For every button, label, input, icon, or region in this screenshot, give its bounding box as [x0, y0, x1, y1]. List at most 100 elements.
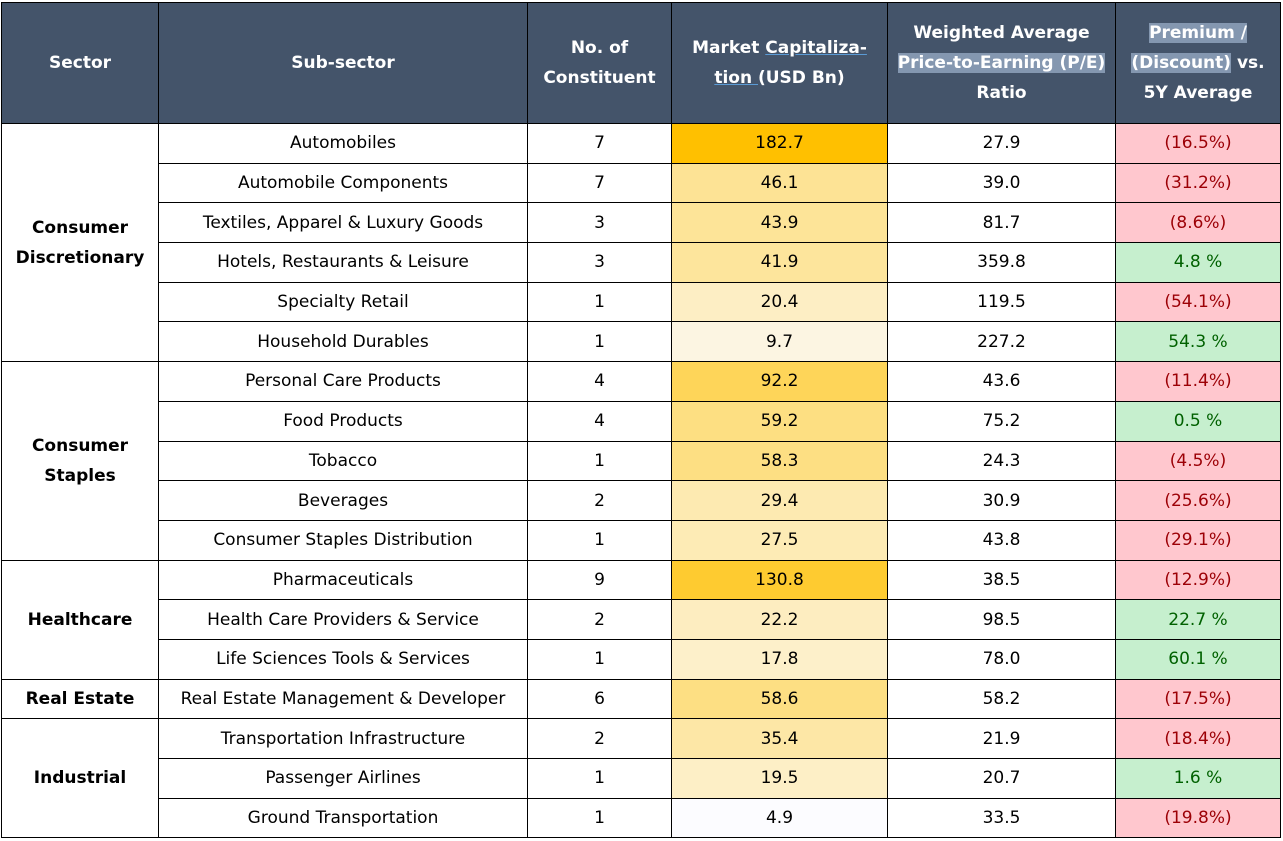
premium-cell: (25.6%): [1115, 480, 1281, 521]
constituents-cell: 1: [527, 638, 672, 680]
header-premium-line1: Premium /: [1117, 18, 1280, 48]
market-cap-cell: 41.9: [671, 242, 888, 283]
pe-ratio-cell: 43.6: [887, 361, 1116, 402]
subsector-cell: Automobile Components: [158, 162, 528, 204]
constituents-cell: 4: [527, 361, 672, 402]
constituents-cell: 7: [527, 162, 672, 204]
subsector-cell: Food Products: [158, 400, 528, 442]
header-premium-line2: (Discount) vs.: [1117, 48, 1280, 78]
table-row: Consumer Staples Personal Care Products 4…: [1, 361, 1281, 561]
premium-cell: (17.5%): [1115, 678, 1281, 720]
constituents-cell: 6: [527, 678, 672, 720]
premium-cell: (11.4%): [1115, 361, 1281, 402]
subsector-cell: Tobacco: [158, 440, 528, 482]
pe-ratio-cell: 359.8: [887, 242, 1116, 283]
sector-cell: Real Estate: [1, 678, 159, 720]
header-constituents-line1: No. of: [570, 38, 629, 58]
subsector-cell: Ground Transportation: [158, 797, 528, 839]
constituents-cell: 1: [527, 758, 672, 799]
subsector-cell: Specialty Retail: [158, 281, 528, 323]
header-premium-l2b: vs.: [1231, 53, 1265, 73]
constituents-cell: 1: [527, 519, 672, 561]
subsector-cell: Consumer Staples Distribution: [158, 519, 528, 561]
table-row: Consumer Staples Distribution 1 27.5 43.…: [2, 519, 1281, 561]
sector-label-line1: Industrial: [33, 768, 127, 789]
subsector-cell: Household Durables: [158, 321, 528, 363]
table-row: Tobacco 1 58.3 24.3 (4.5%): [2, 440, 1281, 482]
table-row: Automobile Components 7 46.1 39.0 (31.2%…: [2, 162, 1281, 204]
premium-cell: (31.2%): [1115, 162, 1281, 204]
constituents-cell: 2: [527, 480, 672, 521]
table-header: Sector Sub-sector No. of Constituent Mar…: [1, 2, 1281, 124]
market-cap-cell: 43.9: [671, 202, 888, 244]
premium-cell: 54.3 %: [1115, 321, 1281, 363]
pe-ratio-cell: 75.2: [887, 400, 1116, 442]
premium-cell: (16.5%): [1115, 123, 1281, 164]
sector-label-line1: Consumer: [31, 435, 129, 456]
market-cap-cell: 182.7: [671, 123, 888, 164]
header-sector-label: Sector: [48, 53, 112, 73]
constituents-cell: 1: [527, 281, 672, 323]
subsector-cell: Beverages: [158, 480, 528, 521]
sector-cell: Consumer Discretionary: [1, 122, 159, 363]
premium-cell: 22.7 %: [1115, 599, 1281, 640]
header-subsector: Sub-sector: [158, 2, 528, 124]
constituents-cell: 1: [527, 440, 672, 482]
table-row: Healthcare Pharmaceuticals 9 130.8 38.5 …: [1, 559, 1281, 680]
market-cap-cell: 27.5: [671, 519, 888, 561]
premium-cell: (12.9%): [1115, 559, 1281, 601]
premium-cell: (8.6%): [1115, 202, 1281, 244]
premium-cell: (29.1%): [1115, 519, 1281, 561]
pe-ratio-cell: 39.0: [887, 162, 1116, 204]
premium-cell: 1.6 %: [1115, 758, 1281, 799]
market-cap-cell: 20.4: [671, 281, 888, 323]
table-row: Passenger Airlines 1 19.5 20.7 1.6 %: [2, 758, 1281, 799]
market-cap-cell: 59.2: [671, 400, 888, 442]
header-premium-l2a: (Discount): [1131, 53, 1232, 73]
constituents-cell: 2: [527, 718, 672, 759]
header-premium-l1-text: Premium /: [1149, 23, 1247, 43]
subsector-cell: Health Care Providers & Service: [158, 599, 528, 640]
constituents-cell: 9: [527, 559, 672, 601]
header-market-cap-l2a: tion: [714, 68, 758, 88]
table-row: Textiles, Apparel & Luxury Goods 3 43.9 …: [2, 202, 1281, 244]
header-market-cap-l1a: Market: [692, 38, 766, 58]
premium-cell: (54.1%): [1115, 281, 1281, 323]
header-market-cap-line1: Market Capitaliza-: [673, 33, 887, 63]
header-row: Sector Sub-sector No. of Constituent Mar…: [1, 2, 1281, 124]
header-pe-l2-text: Price-to-Earning (P/E): [897, 53, 1106, 73]
header-subsector-label: Sub-sector: [291, 53, 395, 73]
pe-ratio-cell: 30.9: [887, 480, 1116, 521]
pe-ratio-cell: 58.2: [887, 678, 1116, 720]
table-row: Real Estate Real Estate Management & Dev…: [1, 678, 1281, 720]
subsector-cell: Life Sciences Tools & Services: [158, 638, 528, 680]
subsector-cell: Automobiles: [158, 123, 528, 164]
sector-cell: Industrial: [1, 718, 159, 839]
pe-ratio-cell: 227.2: [887, 321, 1116, 363]
pe-ratio-cell: 24.3: [887, 440, 1116, 482]
table-body: Consumer Discretionary Automobiles 7 182.…: [1, 122, 1281, 839]
header-pe-ratio: Weighted Average Price-to-Earning (P/E) …: [887, 2, 1116, 124]
constituents-cell: 1: [527, 321, 672, 363]
sector-label-line2: Discretionary: [15, 247, 145, 268]
premium-cell: 0.5 %: [1115, 400, 1281, 442]
pe-ratio-cell: 33.5: [887, 797, 1116, 839]
constituents-cell: 3: [527, 202, 672, 244]
table-row: Beverages 2 29.4 30.9 (25.6%): [2, 480, 1281, 521]
premium-cell: 4.8 %: [1115, 242, 1281, 283]
table-row: Consumer Discretionary Automobiles 7 182.…: [1, 122, 1281, 363]
market-cap-cell: 58.3: [671, 440, 888, 482]
sector-label-line1: Consumer: [31, 217, 129, 238]
header-constituents-line2: Constituent: [543, 68, 656, 88]
market-cap-cell: 92.2: [671, 361, 888, 402]
constituents-cell: 3: [527, 242, 672, 283]
table-row: Hotels, Restaurants & Leisure 3 41.9 359…: [2, 242, 1281, 283]
subsector-cell: Passenger Airlines: [158, 758, 528, 799]
header-sector: Sector: [1, 2, 159, 124]
sector-cell: Consumer Staples: [1, 361, 159, 561]
sector-cell: Healthcare: [1, 559, 159, 680]
table-row: Industrial Transportation Infrastructure…: [1, 718, 1281, 839]
subsector-cell: Hotels, Restaurants & Leisure: [158, 242, 528, 283]
sector-label-line1: Healthcare: [27, 609, 133, 630]
